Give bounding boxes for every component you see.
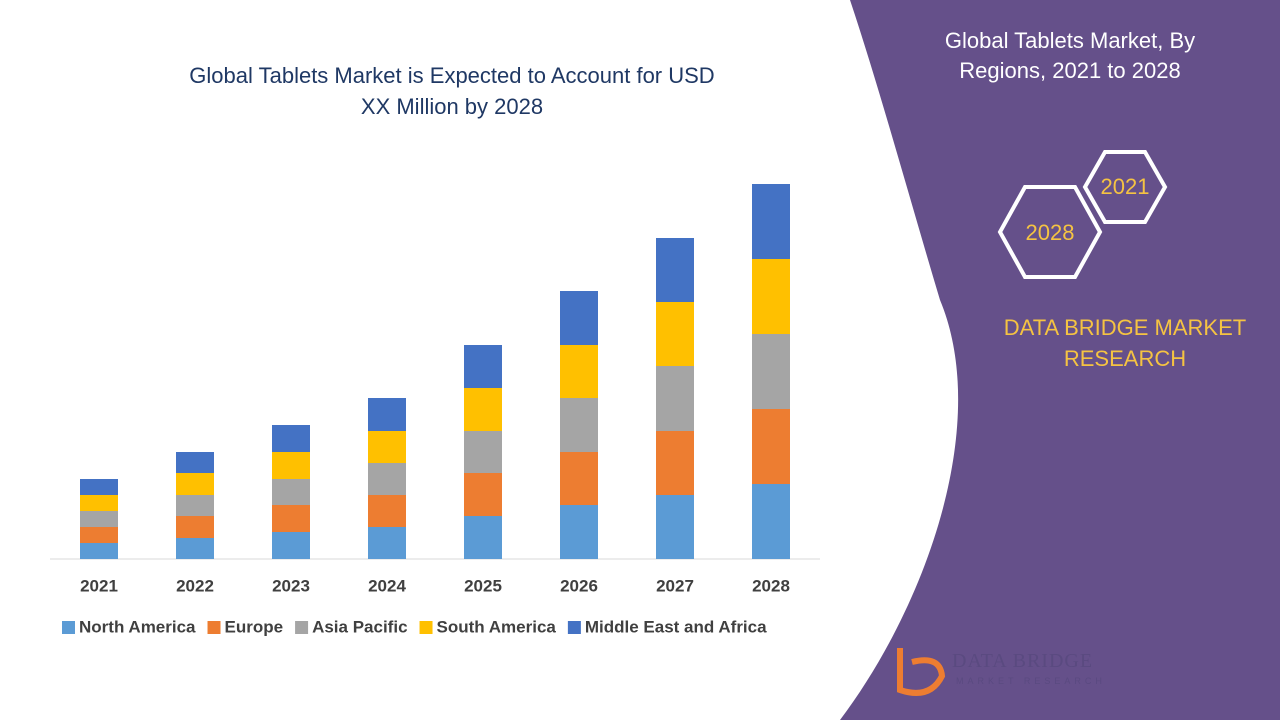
bar-segment: [176, 538, 214, 559]
legend-label: North America: [79, 617, 196, 636]
legend-swatch: [207, 621, 221, 634]
x-tick-label: 2028: [752, 576, 790, 595]
bar-segment: [656, 302, 694, 366]
bar-segment: [752, 334, 790, 409]
bar-segment: [368, 527, 406, 559]
x-tick-label: 2027: [656, 576, 694, 595]
bar-segment: [560, 291, 598, 345]
bar-segment: [464, 516, 502, 559]
bar-segment: [368, 431, 406, 463]
legend-label: Middle East and Africa: [585, 617, 767, 636]
bar-segment: [176, 473, 214, 495]
side-panel: [840, 0, 1280, 720]
bar-segment: [272, 425, 310, 452]
bar-segment: [752, 259, 790, 334]
bar-segment: [656, 366, 694, 431]
bar-segment: [368, 495, 406, 527]
legend-label: South America: [437, 617, 557, 636]
bar-segment: [560, 452, 598, 505]
bar-segment: [752, 184, 790, 259]
x-tick-label: 2023: [272, 576, 310, 595]
bar-segment: [560, 505, 598, 559]
bar-segment: [176, 516, 214, 538]
x-tick-label: 2024: [368, 576, 406, 595]
x-tick-label: 2026: [560, 576, 598, 595]
bar-segment: [464, 345, 502, 388]
bar-segment: [656, 495, 694, 559]
bar-segment: [80, 479, 118, 495]
bar-segment: [272, 479, 310, 505]
hexagon: [997, 185, 1103, 279]
bar-segment: [272, 532, 310, 559]
bar-segment: [272, 452, 310, 479]
bar-segment: [80, 527, 118, 543]
bar-segment: [752, 409, 790, 484]
legend-label: Europe: [225, 617, 284, 636]
logo-name: DATA BRIDGE: [952, 650, 1094, 672]
brand: DATA BRIDGE MARKET RESEARCH: [1003, 315, 1247, 371]
bar-segment: [656, 431, 694, 495]
legend-swatch: [419, 621, 433, 634]
logo-tagline: MARKET RESEARCH: [956, 676, 1106, 686]
legend-swatch: [567, 621, 581, 634]
bar-segment: [464, 431, 502, 473]
bar-segment: [368, 463, 406, 495]
bar-segment: [368, 398, 406, 431]
bar-segment: [176, 495, 214, 516]
panel-title: Global Tablets Market, By Regions, 2021 …: [944, 28, 1196, 83]
bar-segment: [752, 484, 790, 559]
legend-label: Asia Pacific: [312, 617, 407, 636]
legend-swatch: [62, 621, 75, 634]
bar-segment: [656, 238, 694, 302]
bar-segment: [560, 398, 598, 452]
bar-segment: [560, 345, 598, 398]
x-tick-label: 2022: [176, 576, 214, 595]
legend-swatch: [295, 621, 309, 634]
bar-segment: [464, 473, 502, 516]
bar-segment: [176, 452, 214, 473]
bar-segment: [80, 495, 118, 511]
bar-segment: [80, 511, 118, 527]
x-tick-label: 2025: [464, 576, 502, 595]
hex-label: 2021: [1100, 174, 1150, 199]
x-tick-label: 2021: [80, 576, 118, 595]
hex-label: 2028: [1025, 220, 1075, 245]
bar-segment: [272, 505, 310, 532]
hexagon: [1082, 150, 1168, 224]
bar-segment: [80, 543, 118, 559]
bar-segment: [464, 388, 502, 431]
logo-icon: [897, 648, 946, 696]
chart-title: Global Tablets Market is Expected to Acc…: [189, 63, 715, 119]
